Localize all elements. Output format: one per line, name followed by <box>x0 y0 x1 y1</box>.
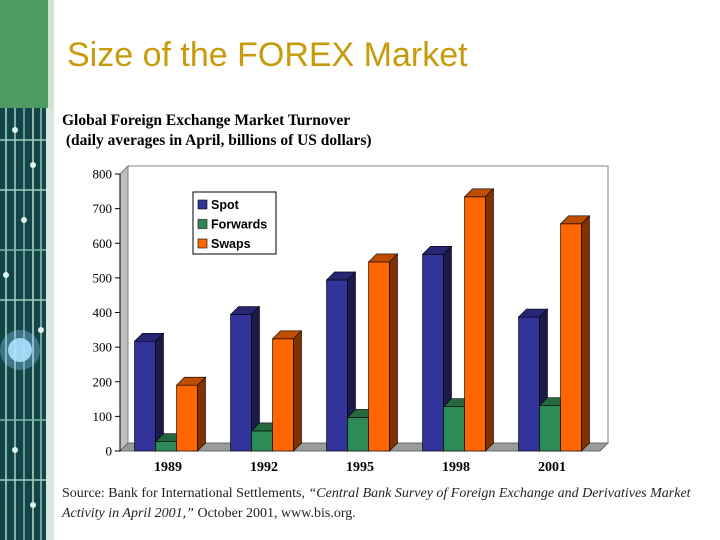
bar-front <box>230 314 252 452</box>
bar-front <box>251 430 273 452</box>
bar-front <box>272 338 294 452</box>
bar-spot-1995 <box>325 271 357 452</box>
x-tick-label: 2001 <box>538 460 566 475</box>
green-accent-bar <box>0 0 48 108</box>
bar-spot-1998 <box>421 245 453 452</box>
chart-heading-line-2: (daily averages in April, billions of US… <box>62 132 372 149</box>
y-tick-label: 0 <box>106 444 113 459</box>
bar-front <box>368 261 390 452</box>
bar-front <box>443 406 465 452</box>
x-tick-label: 1989 <box>154 460 182 475</box>
source-title: “Central Bank Survey of Foreign Exchange… <box>62 486 691 521</box>
legend-swatch-spot <box>197 199 208 210</box>
y-tick-label: 400 <box>93 305 113 320</box>
bar-front <box>155 441 177 452</box>
y-tick-label: 100 <box>93 409 113 424</box>
bar-front <box>326 279 348 452</box>
legend-swatch-swaps <box>197 238 208 249</box>
y-tick-label: 300 <box>93 340 113 355</box>
legend-label-swaps: Swaps <box>211 237 251 251</box>
bar-front <box>464 196 486 452</box>
bar-front <box>518 316 540 452</box>
bar-side <box>485 188 494 452</box>
legend-label-forwards: Forwards <box>211 218 267 232</box>
slide-title: Size of the FOREX Market <box>67 36 468 74</box>
chart-heading-line-1: Global Foreign Exchange Market Turnover <box>62 112 351 129</box>
y-tick-label: 600 <box>93 236 113 251</box>
source-suffix: October 2001, www.bis.org. <box>193 506 356 521</box>
legend-swatch-forwards <box>197 219 208 229</box>
bar-side <box>155 332 164 452</box>
source-prefix: Source: Bank for International Settlemen… <box>62 486 309 501</box>
x-tick-label: 1992 <box>250 460 278 475</box>
chart-heading: Global Foreign Exchange Market Turnover … <box>62 111 372 151</box>
bar-swaps-2001 <box>559 215 591 452</box>
bar-spot-1989 <box>133 332 165 452</box>
bar-swaps-1989 <box>175 376 207 452</box>
bar-front <box>539 405 561 452</box>
plot-side-wall <box>119 164 129 453</box>
legend-label-spot: Spot <box>211 198 240 212</box>
bar-swaps-1995 <box>367 253 399 452</box>
circuit-board-image <box>0 108 46 540</box>
y-tick-label: 700 <box>93 201 113 216</box>
y-tick-label: 200 <box>93 374 113 389</box>
bar-side <box>389 253 398 452</box>
bar-spot-1992 <box>229 305 261 452</box>
bar-front <box>347 417 369 452</box>
y-tick-label: 800 <box>93 167 113 182</box>
bar-front <box>134 340 156 452</box>
y-tick-label: 500 <box>93 270 113 285</box>
bar-side <box>293 330 302 452</box>
bar-front <box>422 254 444 452</box>
x-tick-label: 1995 <box>346 460 374 475</box>
bar-front <box>176 384 198 452</box>
turnover-bar-chart: 0 100 200 300 400 500 600 700 800 1989 1992 1995 199… <box>93 164 610 475</box>
bar-swaps-1992 <box>271 330 303 452</box>
bar-side <box>581 215 590 452</box>
bar-swaps-1998 <box>463 188 495 452</box>
accent-divider <box>48 0 54 108</box>
x-tick-label: 1998 <box>442 460 470 475</box>
bar-front <box>560 223 582 452</box>
source-note: Source: Bank for International Settlemen… <box>62 484 712 524</box>
image-divider <box>46 108 54 540</box>
bar-side <box>197 376 206 452</box>
